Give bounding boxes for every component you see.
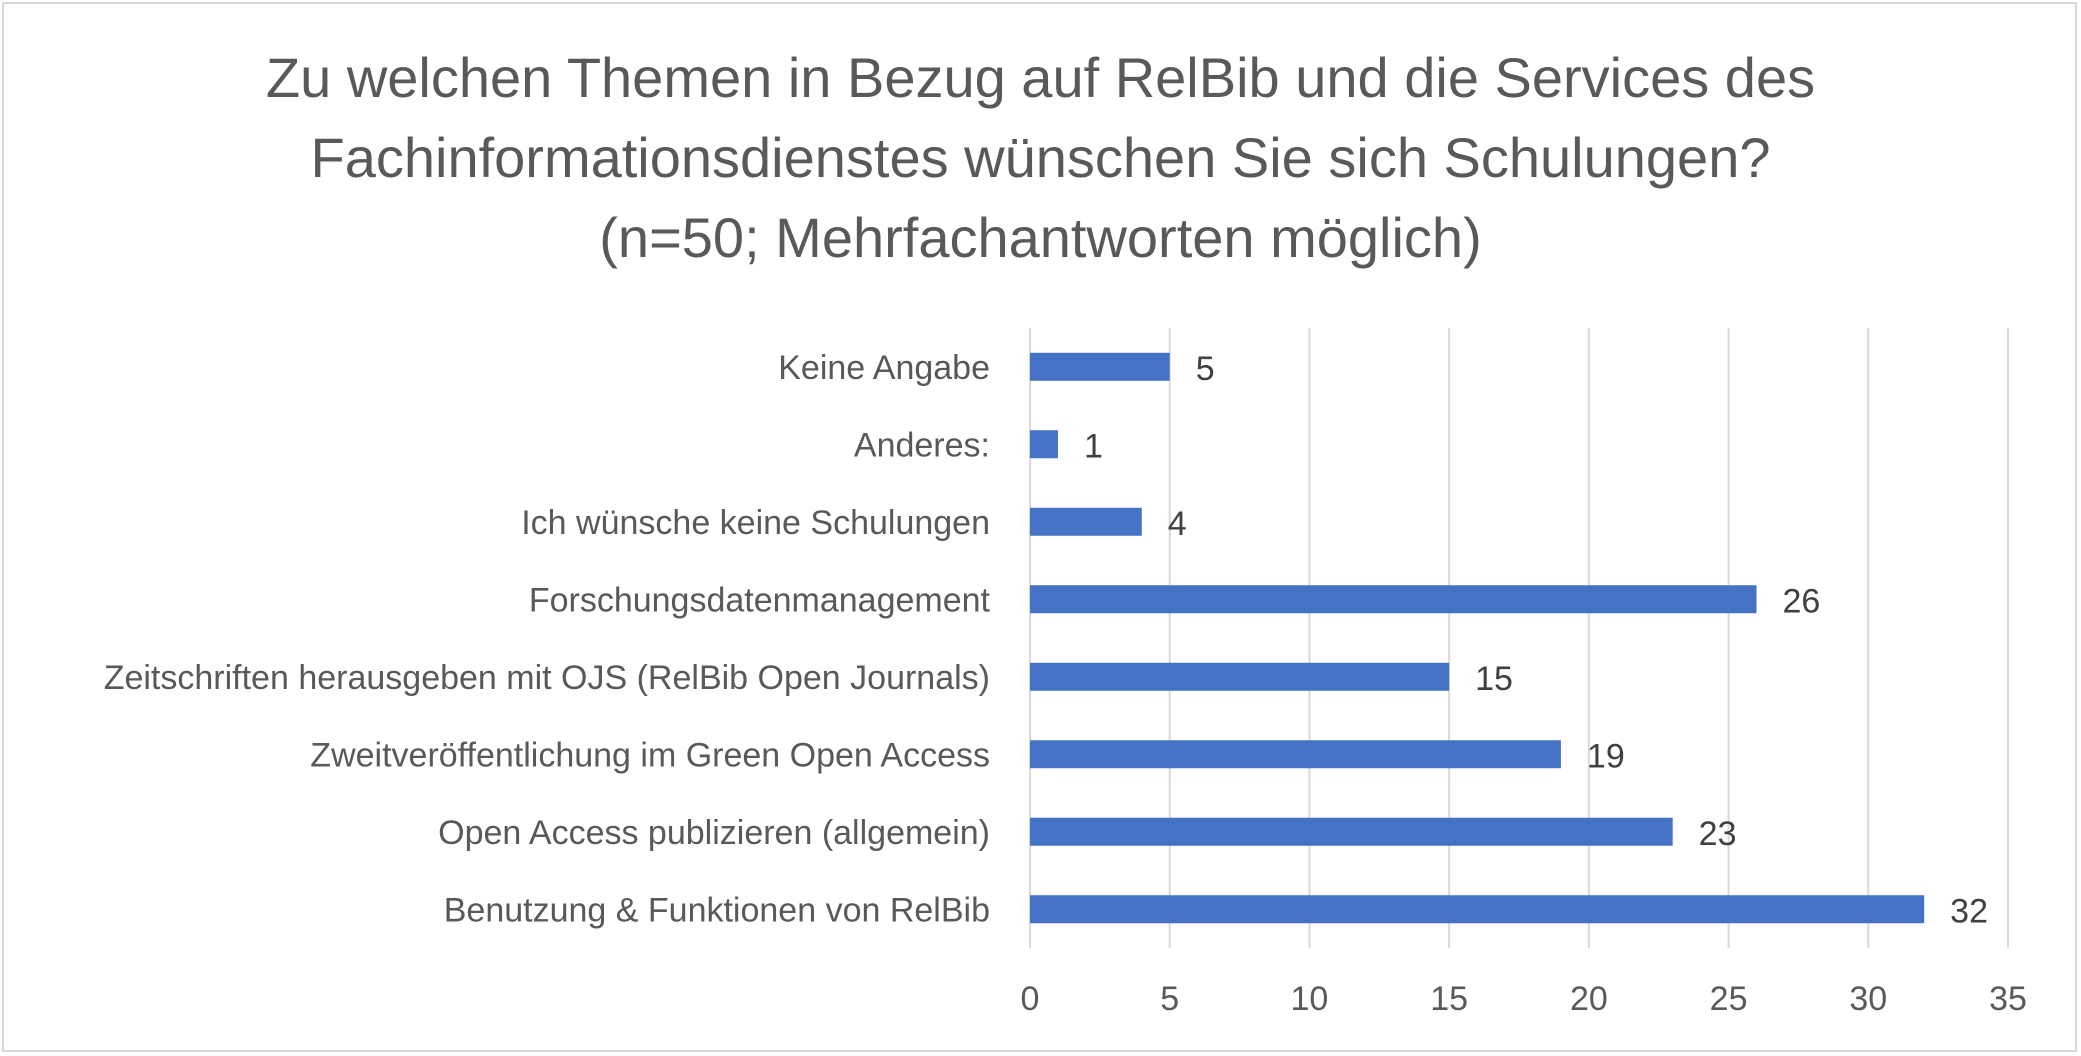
bar: [1030, 507, 1142, 536]
x-tick-label: 35: [1989, 980, 2027, 1018]
chart-title-line-3: (n=50; Mehrfachantworten möglich): [599, 206, 1482, 269]
x-tick-label: 25: [1710, 980, 1748, 1018]
data-label: 15: [1475, 660, 1513, 698]
category-label: Zweitveröffentlichung im Green Open Acce…: [310, 736, 990, 774]
x-tick-labels: 0 5 10 15 20 25 30 35: [1021, 980, 2027, 1018]
category-label: Benutzung & Funktionen von RelBib: [444, 891, 990, 929]
x-tick-label: 20: [1570, 980, 1608, 1018]
bars: [1030, 352, 1925, 924]
category-label: Open Access publizieren (allgemein): [438, 814, 990, 852]
x-tick-label: 0: [1021, 980, 1040, 1018]
data-label: 5: [1196, 350, 1215, 388]
bar: [1030, 430, 1058, 459]
category-label: Keine Angabe: [778, 349, 990, 387]
chart-title-line-1: Zu welchen Themen in Bezug auf RelBib un…: [265, 46, 1816, 109]
data-label: 32: [1950, 892, 1988, 930]
bar: [1030, 740, 1561, 769]
x-tick-label: 5: [1160, 980, 1179, 1018]
category-labels: Keine Angabe Anderes: Ich wünsche keine Sc…: [104, 349, 991, 930]
bar: [1030, 662, 1450, 691]
category-label: Ich wünsche keine Schulungen: [521, 504, 990, 542]
data-labels: 5 1 4 26 15 19 23 32: [1084, 350, 1988, 931]
x-tick-label: 15: [1430, 980, 1468, 1018]
bar: [1030, 585, 1757, 614]
bar: [1030, 817, 1673, 846]
x-tick-label: 10: [1291, 980, 1329, 1018]
chart-title: Zu welchen Themen in Bezug auf RelBib un…: [0, 38, 2081, 278]
bar: [1030, 352, 1170, 381]
gridlines: [1029, 328, 2009, 948]
x-tick-label: 30: [1849, 980, 1887, 1018]
category-label: Zeitschriften herausgeben mit OJS (RelBi…: [104, 659, 990, 697]
category-label: Forschungsdatenmanagement: [529, 581, 991, 619]
data-label: 19: [1587, 737, 1625, 775]
data-label: 26: [1783, 582, 1821, 620]
data-label: 4: [1168, 505, 1187, 543]
category-label: Anderes:: [854, 426, 990, 464]
chart-title-line-2: Fachinformationsdienstes wünschen Sie si…: [310, 126, 1771, 189]
data-label: 23: [1699, 815, 1737, 853]
bar: [1030, 895, 1925, 924]
data-label: 1: [1084, 427, 1103, 465]
